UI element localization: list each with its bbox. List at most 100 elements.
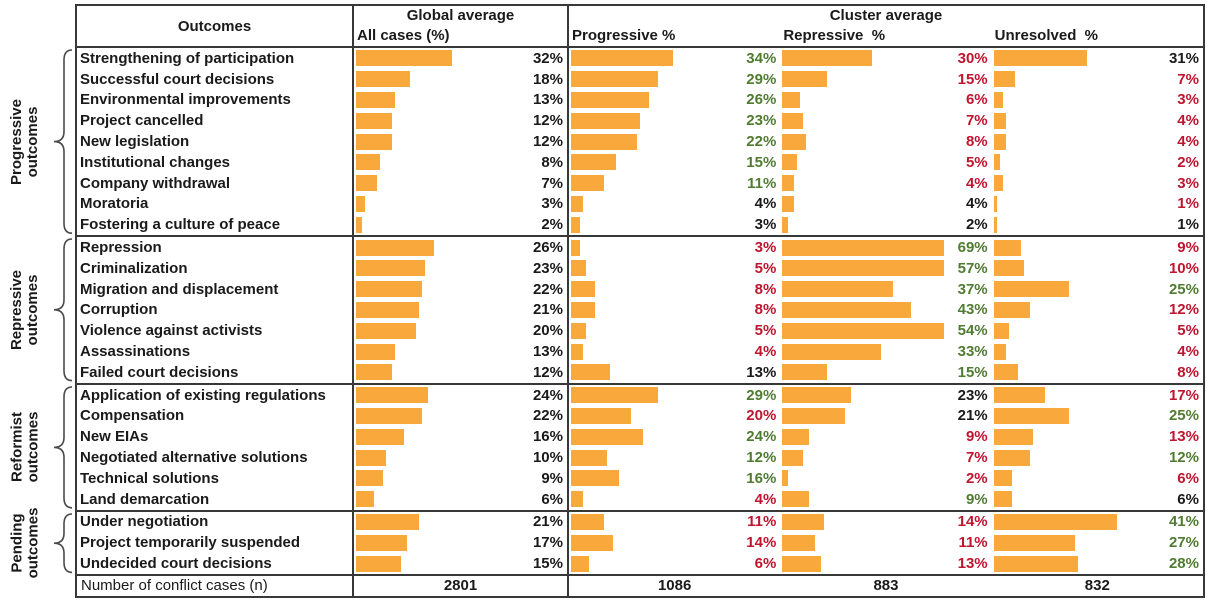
n-cases-global: 2801 [352, 576, 567, 596]
cluster-cells: 29% 15% 7% [567, 68, 1203, 90]
bar [782, 407, 846, 424]
bar-track [993, 112, 1155, 129]
bar-track [993, 343, 1155, 360]
bar [993, 387, 1045, 404]
value-label: 22% [532, 280, 563, 298]
table-row: Institutional changes 8% 15% 5% 2% [77, 151, 1203, 173]
group-brace [53, 49, 73, 234]
row-label: Successful court decisions [80, 70, 275, 88]
bar-track [571, 50, 732, 67]
value-label: 30% [957, 49, 988, 67]
group-label-line: outcomes [24, 274, 41, 346]
progressive-cell: 5% [569, 320, 780, 341]
bar [356, 50, 452, 67]
unresolved-cell: 12% [992, 447, 1203, 468]
repressive-cell: 9% [780, 489, 991, 510]
bar-track [356, 555, 519, 572]
value-label: 21% [532, 513, 563, 531]
repressive-cell: 4% [780, 173, 991, 194]
bar-track [782, 133, 943, 150]
value-label: 7% [965, 449, 988, 467]
bar-track [356, 281, 519, 298]
progressive-cell: 20% [569, 406, 780, 427]
bar-track [571, 428, 732, 445]
bar [993, 71, 1015, 88]
progressive-cell: 5% [569, 258, 780, 279]
unresolved-cell: 31% [992, 48, 1203, 69]
unresolved-cell: 4% [992, 131, 1203, 152]
repressive-cell: 2% [780, 468, 991, 489]
value-label: 9% [965, 490, 988, 508]
bar [993, 343, 1006, 360]
cluster-average-title: Cluster average [829, 7, 943, 24]
global-average-cell: 12% [352, 110, 567, 132]
bar [356, 260, 425, 277]
bar [993, 133, 1006, 150]
repressive-cell: 4% [780, 194, 991, 215]
cluster-cells: 13% 15% 8% [567, 361, 1203, 383]
value-label: 12% [532, 112, 563, 130]
table-row: Assassinations 13% 4% 33% 4% [77, 341, 1203, 362]
bar-track [782, 364, 943, 381]
bar-track [993, 71, 1155, 88]
bar-track [356, 112, 519, 129]
bar-track [993, 91, 1155, 108]
bar [782, 428, 810, 445]
value-label: 13% [957, 555, 988, 573]
bar [356, 239, 434, 256]
bar-track [356, 133, 519, 150]
value-label: 23% [746, 112, 777, 130]
bar-track [993, 216, 1155, 233]
cluster-cells: 15% 5% 2% [567, 151, 1203, 173]
bar [571, 470, 619, 487]
unresolved-cell: 9% [992, 237, 1203, 258]
table-row: Undecided court decisions 15% 6% 13% 28% [77, 553, 1203, 574]
bar-track [356, 428, 519, 445]
value-label: 43% [957, 301, 988, 319]
value-label: 12% [746, 449, 777, 467]
group-label-line: outcomes [24, 106, 42, 178]
bar-track [356, 343, 519, 360]
progressive-cell: 26% [569, 90, 780, 111]
table-row: Failed court decisions 12% 13% 15% 8% [77, 361, 1203, 383]
cluster-cells: 12% 7% 12% [567, 447, 1203, 468]
global-average-cell: 23% [352, 258, 567, 279]
bar-track [356, 175, 519, 192]
unresolved-cell: 6% [992, 489, 1203, 510]
global-average-cell: 22% [352, 278, 567, 300]
progressive-subheader: Progressive % [572, 27, 676, 44]
table-header: Outcomes Global average All cases (%) Cl… [77, 6, 1203, 48]
value-label: 29% [746, 386, 777, 404]
bar [356, 513, 419, 530]
bar-track [571, 343, 732, 360]
bar-track [782, 343, 943, 360]
bar [571, 281, 595, 298]
bar [782, 50, 873, 67]
progressive-cell: 11% [569, 512, 780, 533]
bar-track [782, 195, 943, 212]
value-label: 24% [532, 386, 563, 404]
value-label: 4% [1177, 343, 1199, 361]
value-label: 29% [746, 70, 777, 88]
table-row: Successful court decisions 18% 29% 15% 7% [77, 68, 1203, 90]
bar [356, 154, 380, 171]
row-label: Compensation [80, 407, 185, 425]
bar [571, 133, 637, 150]
bar [356, 175, 377, 192]
n-cases-label: Number of conflict cases (n) [81, 577, 268, 594]
repressive-cell: 14% [780, 512, 991, 533]
repressive-cell: 6% [780, 90, 991, 111]
cluster-cells: 6% 13% 28% [567, 553, 1203, 574]
bar-track [993, 260, 1155, 277]
value-label: 12% [532, 363, 563, 381]
bar [571, 428, 643, 445]
bar-track [782, 407, 943, 424]
value-label: 7% [541, 174, 563, 192]
bar [356, 195, 365, 212]
bar-track [571, 175, 732, 192]
data-table: Outcomes Global average All cases (%) Cl… [75, 4, 1205, 598]
value-label: 8% [1177, 363, 1199, 381]
table-footer: Number of conflict cases (n) 2801 1086 8… [77, 574, 1203, 596]
bar-track [993, 195, 1155, 212]
